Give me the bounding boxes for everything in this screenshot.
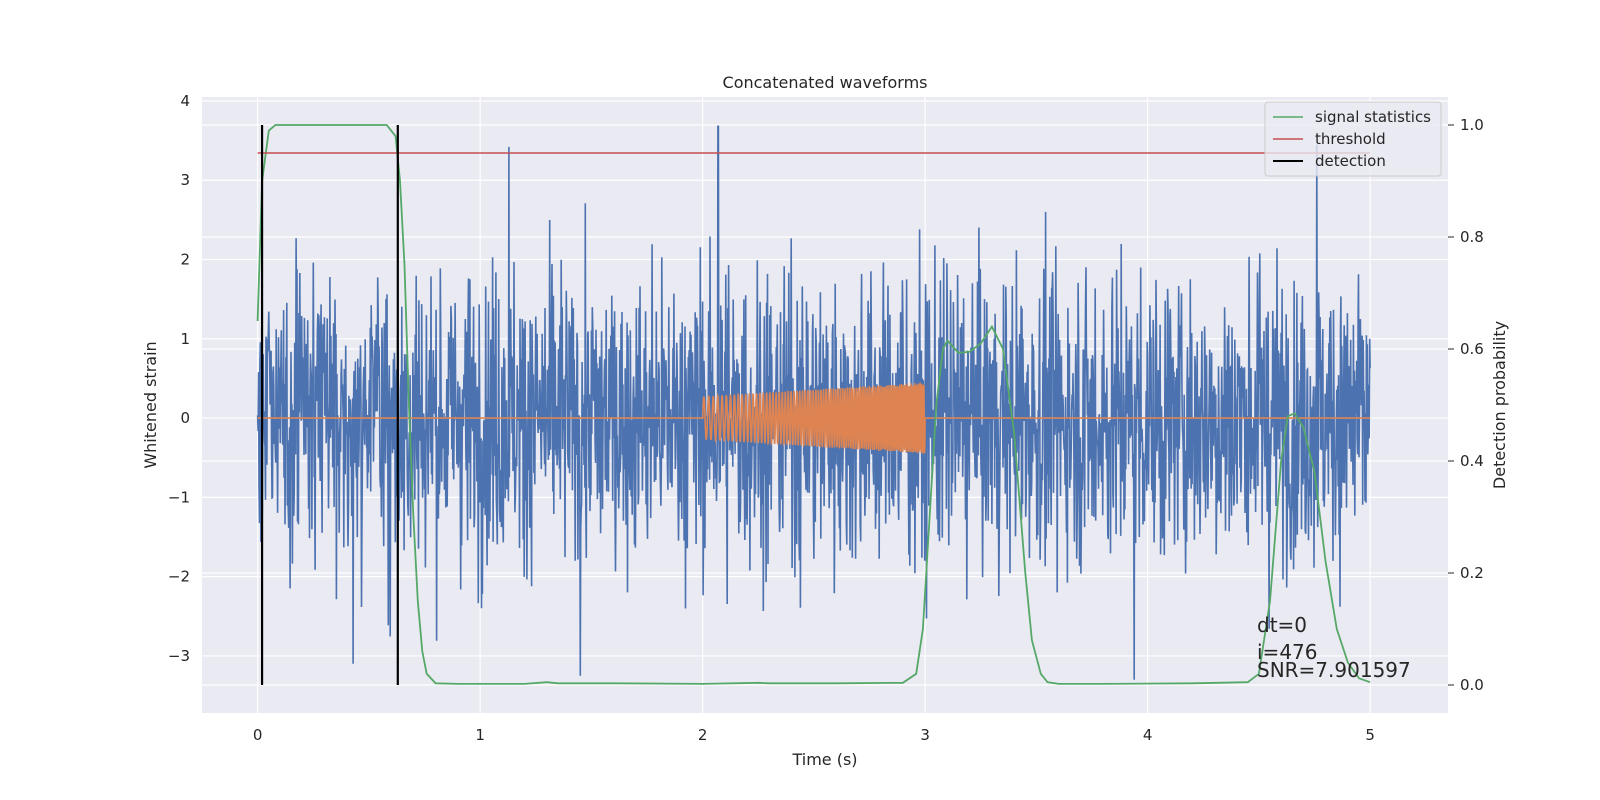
y-tick-label: 3: [180, 171, 190, 189]
y-tick-label: 4: [180, 92, 190, 110]
y2-tick-label: 1.0: [1460, 116, 1484, 134]
y-tick-label: −3: [168, 647, 190, 665]
x-tick-label: 2: [698, 726, 708, 744]
x-tick-label: 5: [1365, 726, 1375, 744]
chart-title: Concatenated waveforms: [723, 73, 928, 92]
y-tick-label: 0: [180, 409, 190, 427]
legend-box: [1264, 101, 1442, 177]
y-tick-label: 2: [180, 251, 190, 269]
x-tick-label: 1: [475, 726, 485, 744]
legend-label-statistics: signal statistics: [1315, 108, 1431, 126]
y-tick-label: −1: [168, 488, 190, 506]
y-axis-label: Whitened strain: [141, 341, 160, 468]
axes: 0 1 2 3 4 5 −3 −2 −1 0 1 2 3 4 0.0 0.2 0.4 0.6 0.8 1.0: [168, 92, 1484, 744]
legend-label-detection: detection: [1315, 152, 1386, 170]
legend: signal statistics threshold detection: [1264, 101, 1442, 177]
y2-tick-label: 0.0: [1460, 676, 1484, 694]
signal-statistics-line: [256, 124, 1371, 685]
strain-noise-line: [256, 125, 1371, 680]
annotation-dt: dt=0: [1257, 613, 1307, 637]
plot-area: [256, 124, 1371, 685]
legend-label-threshold: threshold: [1315, 130, 1386, 148]
annotation-snr: SNR=7.901597: [1257, 658, 1411, 682]
x-tick-label: 3: [920, 726, 930, 744]
y2-tick-label: 0.6: [1460, 340, 1484, 358]
y-tick-label: 1: [180, 330, 190, 348]
y2-tick-label: 0.8: [1460, 228, 1484, 246]
y-tick-label: −2: [168, 568, 190, 586]
x-axis-label: Time (s): [791, 750, 857, 769]
template-waveform-line: [257, 382, 1371, 454]
y2-axis-label: Detection probability: [1490, 321, 1509, 489]
y2-tick-label: 0.2: [1460, 564, 1484, 582]
annotation-index: i=476: [1257, 640, 1318, 664]
x-tick-label: 4: [1143, 726, 1153, 744]
x-tick-label: 0: [253, 726, 263, 744]
y2-tick-label: 0.4: [1460, 452, 1484, 470]
